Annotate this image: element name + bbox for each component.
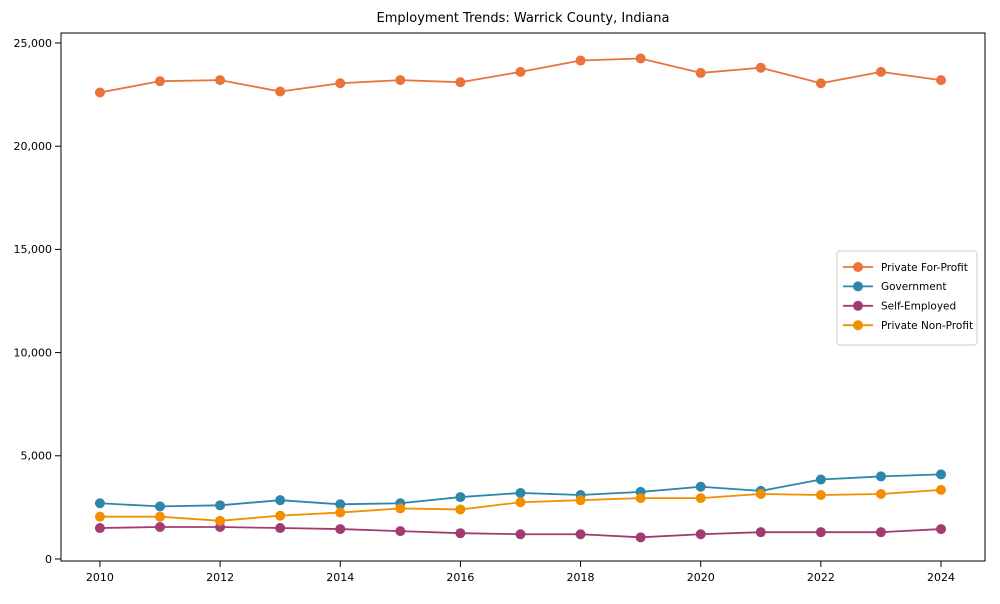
data-point-government-2023 [875,471,886,482]
data-point-private-non-profit-2020 [695,493,706,504]
data-point-self-employed-2017 [515,529,526,540]
data-point-self-employed-2014 [335,524,346,535]
data-point-self-employed-2013 [275,523,286,534]
data-point-private-non-profit-2015 [395,503,406,514]
data-point-government-2024 [936,469,947,480]
legend-label: Private Non-Profit [881,320,973,332]
data-point-private-for-profit-2014 [335,78,346,89]
data-point-self-employed-2022 [815,527,826,538]
data-point-private-non-profit-2010 [94,511,105,522]
x-axis-tick-label: 2012 [206,571,234,584]
data-point-private-for-profit-2015 [395,75,406,86]
data-point-private-for-profit-2010 [94,87,105,98]
chart-title: Employment Trends: Warrick County, India… [377,11,670,26]
data-point-private-non-profit-2014 [335,507,346,518]
legend-marker-icon [853,281,863,292]
x-axis-tick-label: 2024 [927,571,955,584]
data-point-government-2020 [695,481,706,492]
data-point-government-2017 [515,487,526,498]
data-point-self-employed-2020 [695,529,706,540]
x-axis-tick-label: 2016 [446,571,474,584]
data-point-private-non-profit-2024 [936,484,947,495]
data-point-private-non-profit-2011 [155,511,166,522]
legend-item-private-for-profit: Private For-Profit [843,262,968,274]
legend-item-government: Government [843,281,946,293]
data-point-self-employed-2024 [936,524,947,535]
data-point-government-2011 [155,501,166,512]
data-point-private-for-profit-2019 [635,53,646,64]
data-point-self-employed-2010 [94,523,105,534]
x-axis-tick-label: 2010 [86,571,114,584]
data-point-private-non-profit-2023 [875,488,886,499]
data-point-government-2016 [455,492,466,503]
data-point-government-2022 [815,474,826,485]
data-point-private-for-profit-2018 [575,55,586,66]
data-point-private-for-profit-2016 [455,77,466,88]
data-point-private-for-profit-2021 [755,62,766,73]
data-point-government-2014 [335,499,346,510]
y-axis-tick-label: 5,000 [21,450,53,463]
data-point-self-employed-2019 [635,532,646,543]
x-axis-tick-label: 2018 [567,571,595,584]
data-point-self-employed-2015 [395,526,406,537]
data-point-private-for-profit-2022 [815,78,826,89]
data-point-self-employed-2021 [755,527,766,538]
data-point-private-non-profit-2013 [275,510,286,521]
y-axis-tick-label: 25,000 [14,37,53,50]
data-point-government-2012 [215,500,226,511]
data-point-private-non-profit-2012 [215,515,226,526]
y-axis-tick-label: 0 [45,553,52,566]
data-point-private-for-profit-2011 [155,76,166,87]
data-point-government-2010 [94,498,105,509]
data-point-private-non-profit-2017 [515,497,526,508]
legend-label: Private For-Profit [881,262,968,274]
y-axis-tick-label: 10,000 [14,346,53,359]
data-point-private-non-profit-2021 [755,488,766,499]
data-point-self-employed-2011 [155,522,166,533]
x-axis-tick-label: 2022 [807,571,835,584]
legend-item-private-non-profit: Private Non-Profit [843,320,973,332]
data-point-private-for-profit-2017 [515,66,526,77]
legend-label: Government [881,281,946,293]
data-point-private-non-profit-2018 [575,495,586,506]
legend-label: Self-Employed [881,301,956,313]
legend-marker-icon [853,300,863,311]
data-point-private-for-profit-2024 [936,75,947,86]
data-point-private-non-profit-2022 [815,490,826,501]
data-point-private-for-profit-2023 [875,66,886,77]
y-axis-tick-label: 15,000 [14,243,53,256]
data-point-self-employed-2016 [455,528,466,539]
data-point-private-for-profit-2012 [215,75,226,86]
data-point-private-for-profit-2020 [695,67,706,78]
legend-marker-icon [853,320,863,331]
data-point-self-employed-2018 [575,529,586,540]
data-point-private-for-profit-2013 [275,86,286,97]
data-point-private-non-profit-2016 [455,504,466,515]
data-point-government-2013 [275,495,286,506]
x-axis-tick-label: 2020 [687,571,715,584]
data-point-self-employed-2023 [875,527,886,538]
data-point-private-non-profit-2019 [635,493,646,504]
legend-marker-icon [853,262,863,272]
x-axis-tick-label: 2014 [326,571,354,584]
plot-area-border [60,32,986,562]
y-axis-tick-label: 20,000 [14,140,53,153]
legend-box [836,250,978,346]
legend-item-self-employed: Self-Employed [843,301,956,313]
